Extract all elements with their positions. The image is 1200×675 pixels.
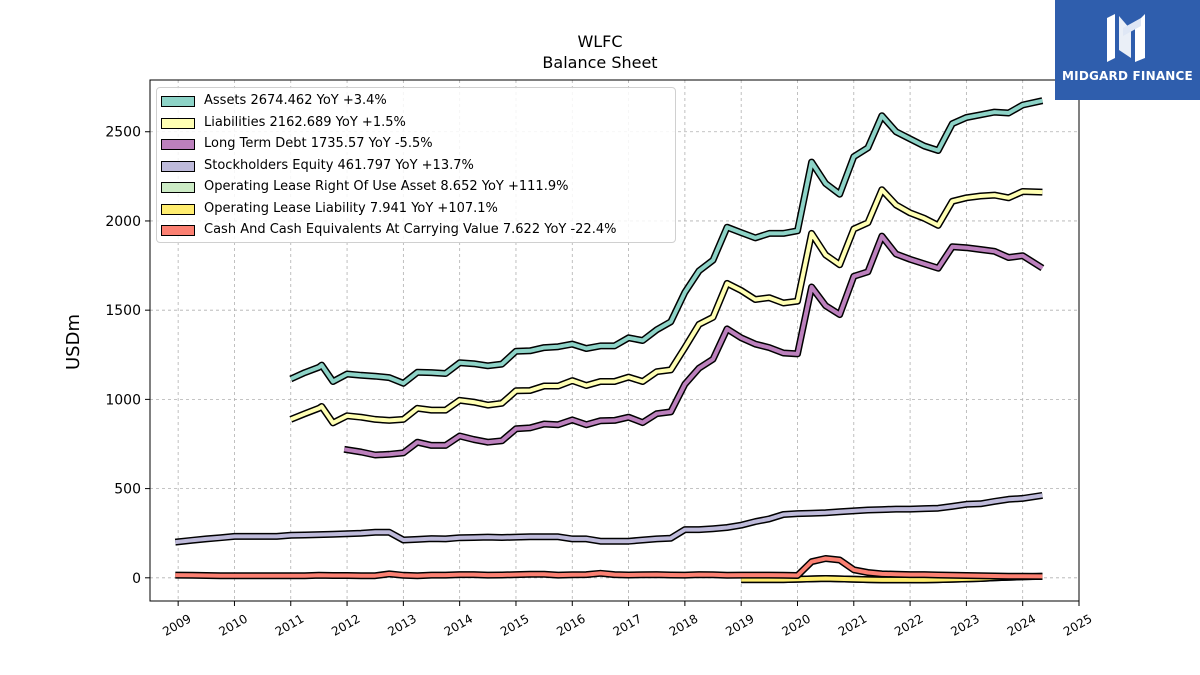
y-tick-label: 1500 [105, 303, 141, 319]
legend-entry: Operating Lease Liability 7.941 YoY +107… [157, 200, 675, 220]
y-tick-label: 2000 [105, 214, 141, 230]
x-tick-label: 2019 [723, 611, 756, 638]
x-tick-label: 2020 [780, 611, 813, 638]
y-axis-label: USDm [63, 314, 84, 370]
legend-swatch [161, 182, 195, 193]
legend-swatch [161, 139, 195, 150]
legend-label: Cash And Cash Equivalents At Carrying Va… [204, 222, 617, 237]
midgard-logo-icon [1107, 14, 1145, 62]
series-line [290, 187, 1043, 425]
series-lines [174, 97, 1045, 584]
legend-label: Operating Lease Right Of Use Asset 8.652… [204, 179, 569, 194]
series-line [175, 556, 1043, 579]
x-tick-label: 2015 [498, 611, 531, 638]
series-6 [175, 555, 1043, 580]
series-1 [289, 186, 1043, 427]
x-tick-label: 2010 [217, 611, 250, 638]
x-tick-label: 2018 [667, 611, 700, 638]
legend-entry: Assets 2674.462 YoY +3.4% [157, 92, 675, 112]
legend-swatch [161, 160, 195, 172]
y-tick-label: 0 [132, 571, 141, 587]
legend-label: Stockholders Equity 461.797 YoY +13.7% [204, 157, 474, 173]
x-tick-label: 2013 [385, 611, 418, 638]
series-line [289, 98, 1043, 386]
brand-logo: MIDGARD FINANCE [1055, 0, 1200, 100]
x-tick-label: 2017 [611, 611, 644, 638]
x-tick-label: 2024 [1005, 611, 1038, 638]
brand-name: MIDGARD FINANCE [1062, 69, 1193, 83]
legend-entry: Liabilities 2162.689 YoY +1.5% [157, 114, 675, 134]
x-tick-label: 2021 [836, 611, 869, 638]
legend-entry: Long Term Debt 1735.57 YoY -5.5% [157, 135, 675, 155]
y-tick-label: 1000 [105, 392, 141, 408]
legend-label: Assets 2674.462 YoY +3.4% [204, 93, 387, 108]
legend-swatch [161, 225, 195, 236]
x-tick-label: 2009 [160, 611, 193, 638]
legend-entry: Cash And Cash Equivalents At Carrying Va… [157, 221, 675, 241]
x-tick-label: 2014 [442, 611, 475, 638]
legend: Assets 2674.462 YoY +3.4% Liabilities 216… [156, 87, 676, 243]
x-tick-label: 2022 [892, 611, 925, 638]
legend-label: Operating Lease Liability 7.941 YoY +107… [204, 200, 498, 216]
legend-label: Liabilities 2162.689 YoY +1.5% [204, 114, 406, 130]
series-0 [289, 97, 1044, 387]
legend-swatch [161, 96, 195, 107]
series-line [343, 234, 1044, 457]
legend-swatch [161, 203, 195, 215]
x-tick-label: 2011 [273, 611, 306, 638]
x-tick-label: 2025 [1061, 611, 1094, 638]
x-tick-label: 2012 [329, 611, 362, 638]
legend-swatch [161, 117, 195, 129]
x-tick-label: 2023 [948, 611, 981, 638]
series-3 [174, 491, 1043, 546]
y-tick-label: 2500 [105, 125, 141, 141]
x-tick-label: 2016 [554, 611, 587, 638]
legend-entry: Operating Lease Right Of Use Asset 8.652… [157, 178, 675, 198]
legend-entry: Stockholders Equity 461.797 YoY +13.7% [157, 157, 675, 177]
chart-subtitle: Balance Sheet [542, 53, 658, 72]
plot-frame [149, 79, 1080, 602]
series-line [175, 493, 1043, 545]
chart-title: WLFC [577, 32, 623, 51]
legend-label: Long Term Debt 1735.57 YoY -5.5% [204, 136, 433, 151]
y-tick-label: 500 [114, 482, 141, 498]
series-2 [343, 232, 1045, 459]
